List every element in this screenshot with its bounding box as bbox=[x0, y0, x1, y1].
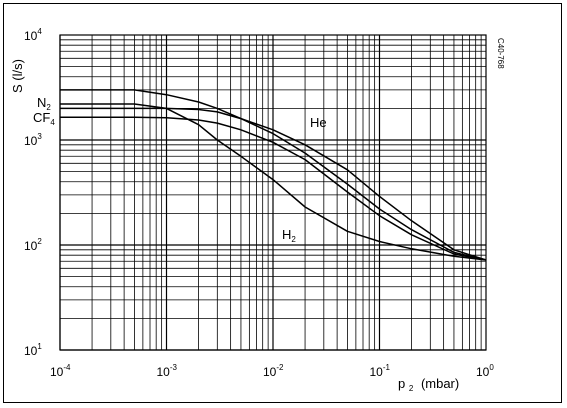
x-tick-label: 10-1 bbox=[370, 363, 391, 379]
series-label-cf4: CF4 bbox=[33, 110, 55, 127]
series-label-he: He bbox=[310, 115, 327, 130]
y-tick-label: 102 bbox=[24, 237, 42, 253]
x-tick-label: 100 bbox=[476, 363, 494, 379]
series-label-h2: H2 bbox=[282, 227, 296, 244]
series-label-n2: N2 bbox=[37, 95, 51, 112]
series-layer bbox=[60, 89, 487, 261]
tick-labels: 10-4 10-3 10-2 10-1 100 101 102 103 104 bbox=[24, 27, 494, 379]
x-tick-label: 10-2 bbox=[263, 363, 284, 379]
y-axis-label: S (l/s) bbox=[10, 59, 25, 93]
x-tick-label: 10-3 bbox=[157, 363, 178, 379]
series-line-n2 bbox=[60, 89, 487, 261]
x-tick-label: 10-4 bbox=[50, 363, 71, 379]
chart-frame bbox=[3, 3, 562, 403]
series-line-h2 bbox=[60, 103, 487, 261]
x-axis-label-main: p bbox=[398, 376, 405, 391]
y-tick-label: 101 bbox=[24, 342, 42, 358]
series-line-cf4 bbox=[60, 116, 487, 261]
x-axis-label-unit: (mbar) bbox=[421, 376, 459, 391]
grid bbox=[59, 35, 486, 351]
y-tick-label: 103 bbox=[24, 132, 42, 148]
figure-code: C40-768 bbox=[496, 38, 505, 69]
plot-border bbox=[59, 34, 487, 351]
x-axis-label-subscript: 2 bbox=[409, 384, 414, 393]
x-axis-label: p 2 (mbar) bbox=[398, 376, 459, 394]
y-tick-label: 104 bbox=[24, 27, 42, 43]
